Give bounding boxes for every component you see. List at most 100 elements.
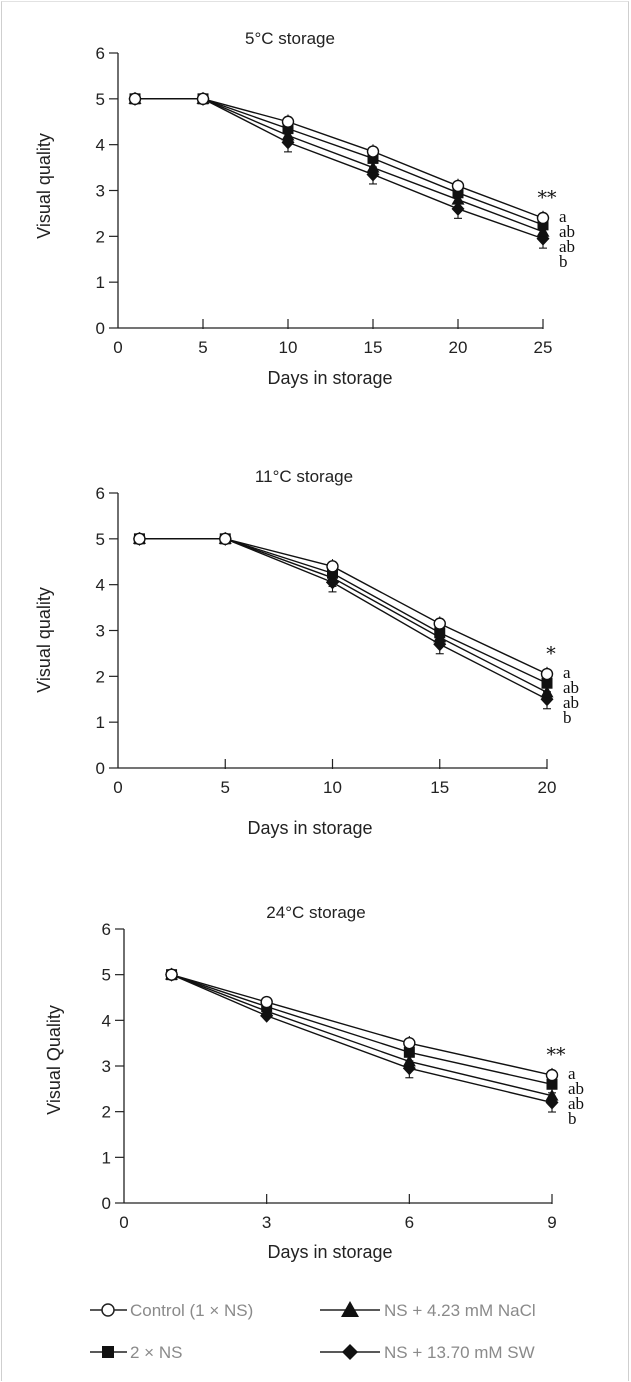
group-letter: b <box>563 708 572 727</box>
filled-square-marker-icon <box>102 1346 114 1358</box>
legend-item-sw: NS + 13.70 mM SW <box>320 1343 535 1362</box>
data-point-control <box>281 115 295 128</box>
filled-triangle-marker-icon <box>341 1301 359 1317</box>
group-letter: ab <box>559 237 575 256</box>
legend-label: Control (1 × NS) <box>130 1301 253 1320</box>
y-axis-label: Visual Quality <box>44 1005 64 1115</box>
x-tick-label: 6 <box>405 1213 414 1232</box>
data-point-control <box>403 1036 416 1050</box>
group-letter: b <box>559 252 568 271</box>
x-tick-label: 5 <box>221 778 230 797</box>
y-tick-label: 2 <box>96 667 105 686</box>
x-tick-label: 3 <box>262 1213 271 1232</box>
legend-label: NS + 4.23 mM NaCl <box>384 1301 536 1320</box>
data-point-2xns <box>452 187 464 199</box>
y-tick-label: 0 <box>96 319 105 338</box>
data-point-nacl <box>545 1089 559 1101</box>
data-point-2xns <box>327 567 338 579</box>
panel-24c-storage: 24°C storage Visual Quality Days in stor… <box>44 903 584 1262</box>
series-line <box>135 98 544 240</box>
series-line <box>171 974 553 1085</box>
data-point-nacl <box>402 1054 416 1067</box>
data-point-control <box>366 145 380 158</box>
chart-title: 24°C storage <box>266 903 365 922</box>
y-tick-label: 2 <box>96 227 105 246</box>
data-point-2xns <box>282 123 294 135</box>
x-tick-label: 0 <box>113 338 122 357</box>
y-tick-label: 3 <box>102 1057 111 1076</box>
x-tick-label: 15 <box>430 778 449 797</box>
data-point-nacl <box>281 129 295 141</box>
y-tick-label: 1 <box>96 273 105 292</box>
data-point-control <box>219 532 232 546</box>
x-axis-label: Days in storage <box>267 1242 392 1262</box>
data-point-control <box>451 179 465 193</box>
legend: Control (1 × NS) NS + 4.23 mM NaCl 2 × N… <box>90 1301 536 1362</box>
chart-title: 11°C storage <box>255 467 353 486</box>
data-point-sw <box>451 201 465 216</box>
series-line <box>135 98 544 219</box>
panel-5c-storage: 5°C storage Visual quality Days in stora… <box>34 29 575 388</box>
legend-label: NS + 13.70 mM SW <box>384 1343 535 1362</box>
y-tick-label: 4 <box>102 1011 111 1030</box>
group-letter: ab <box>568 1094 584 1113</box>
group-letter: ab <box>568 1079 584 1098</box>
y-tick-label: 4 <box>96 576 105 595</box>
data-point-nacl <box>451 193 465 205</box>
series-line <box>139 538 548 700</box>
series-line <box>135 98 544 233</box>
x-axis-label: Days in storage <box>247 818 372 838</box>
data-point-nacl <box>536 225 550 237</box>
y-tick-label: 3 <box>96 622 105 641</box>
y-tick-label: 5 <box>102 966 111 985</box>
data-point-control <box>326 560 339 573</box>
y-tick-label: 3 <box>96 182 105 201</box>
y-tick-label: 5 <box>96 90 105 109</box>
data-point-2xns <box>546 1078 558 1090</box>
chart-title: 5°C storage <box>245 29 335 48</box>
data-point-control <box>165 968 178 981</box>
significance-marker: ** <box>538 187 558 209</box>
series-line <box>171 974 553 1104</box>
group-letter: ab <box>559 222 575 241</box>
data-point-2xns <box>434 627 446 639</box>
legend-label: 2 × NS <box>130 1343 182 1362</box>
y-tick-label: 1 <box>96 713 105 732</box>
legend-item-nacl: NS + 4.23 mM NaCl <box>320 1301 536 1320</box>
y-tick-label: 0 <box>102 1194 111 1213</box>
x-tick-label: 10 <box>279 338 298 357</box>
group-letter: ab <box>563 678 579 697</box>
significance-marker: ** <box>547 1044 567 1066</box>
open-circle-marker-icon <box>101 1303 115 1317</box>
x-axis-label: Days in storage <box>267 368 392 388</box>
series-line <box>139 538 548 693</box>
filled-diamond-marker-icon <box>342 1344 358 1360</box>
y-tick-label: 6 <box>96 484 105 503</box>
data-point-control <box>196 92 210 106</box>
data-point-2xns <box>537 219 549 231</box>
series-line <box>171 974 553 1097</box>
x-tick-label: 15 <box>364 338 383 357</box>
data-point-nacl <box>366 161 380 173</box>
data-point-2xns <box>367 152 379 164</box>
series-line <box>171 973 553 1076</box>
y-tick-label: 4 <box>96 136 105 155</box>
significance-marker: * <box>546 643 556 665</box>
group-letter: a <box>568 1064 576 1083</box>
group-letter: a <box>559 207 567 226</box>
y-tick-label: 5 <box>96 530 105 549</box>
y-tick-label: 1 <box>102 1148 111 1167</box>
x-tick-label: 20 <box>449 338 468 357</box>
y-axis-label: Visual quality <box>34 587 54 693</box>
data-point-2xns <box>541 677 553 689</box>
x-tick-label: 25 <box>534 338 553 357</box>
legend-item-control: Control (1 × NS) <box>90 1301 253 1320</box>
legend-item-2xns: 2 × NS <box>90 1343 182 1362</box>
data-point-control <box>536 211 550 225</box>
group-letter: a <box>563 663 571 682</box>
x-tick-label: 0 <box>113 778 122 797</box>
group-letter: b <box>568 1109 577 1128</box>
